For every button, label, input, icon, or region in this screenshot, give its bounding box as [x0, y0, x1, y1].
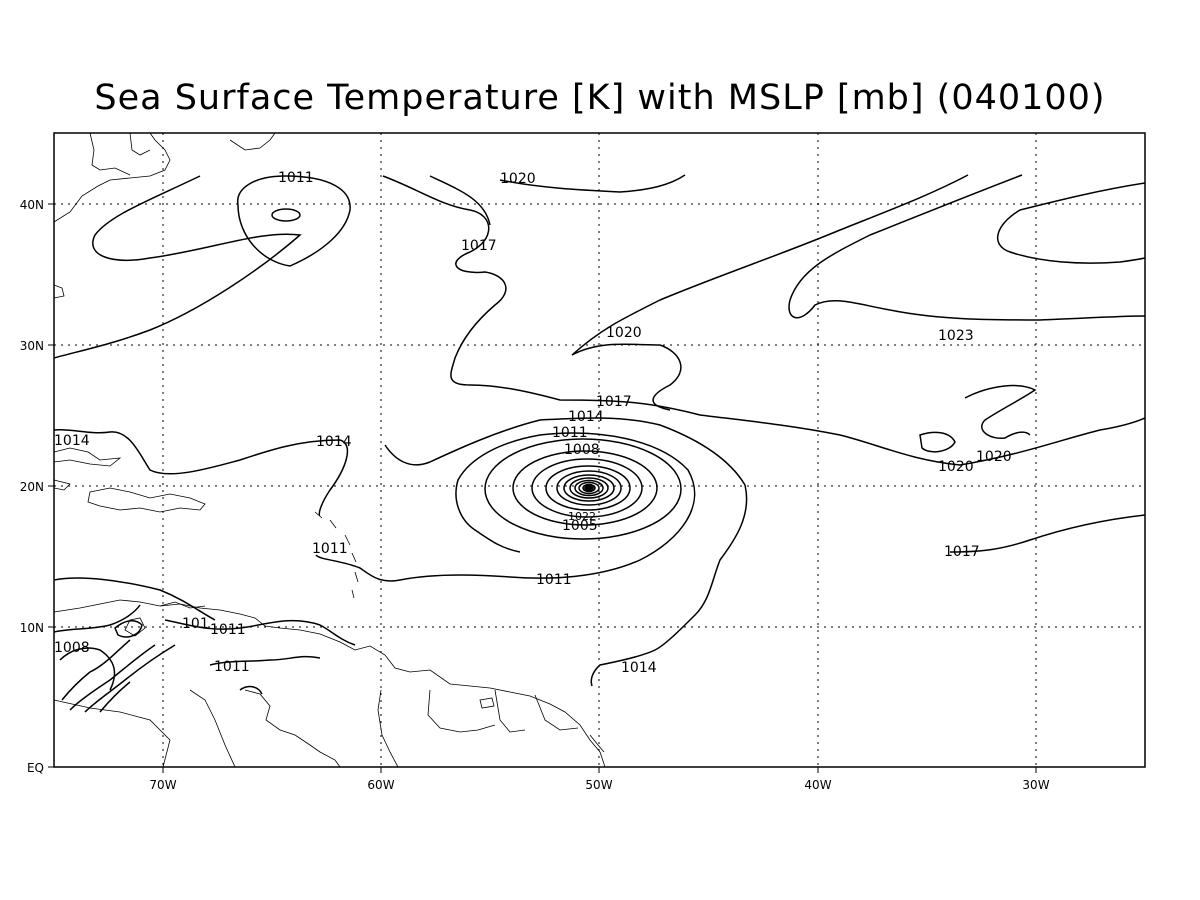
contour-label: 1014 — [54, 433, 90, 449]
contour-label: 1020 — [938, 459, 974, 475]
contour-label: 1011 — [278, 170, 314, 186]
contour-label: 1008 — [564, 442, 600, 458]
map-title: Sea Surface Temperature [K] with MSLP [m… — [94, 78, 1106, 118]
contour-label: 1011 — [536, 572, 572, 588]
contour-label: 1022 — [568, 510, 596, 523]
lon-tick-label: 40W — [804, 778, 831, 792]
contour-label: 1008 — [54, 640, 90, 656]
tick-marks — [48, 203, 1037, 773]
contour-label: 1023 — [938, 328, 974, 344]
lat-tick-label: 20N — [20, 480, 44, 494]
lon-tick-label: 70W — [149, 778, 176, 792]
contour-label: 101 — [182, 616, 209, 632]
contour-label: 1005 — [562, 518, 598, 534]
contour-label: 1020 — [606, 325, 642, 341]
contour-label: 1017 — [461, 238, 497, 254]
contour-label: 1011 — [552, 425, 588, 441]
contour-label: 1014 — [621, 660, 657, 676]
lat-tick-label: 30N — [20, 339, 44, 353]
contour-label: 1017 — [596, 394, 632, 410]
lon-tick-label: 30W — [1022, 778, 1049, 792]
contour-label: 1017 — [944, 544, 980, 560]
lon-tick-label: 60W — [367, 778, 394, 792]
contour-label: 1011 — [210, 622, 246, 638]
lat-tick-label: 10N — [20, 621, 44, 635]
lat-tick-label: 40N — [20, 198, 44, 212]
contour-label: 1014 — [568, 409, 604, 425]
lat-tick-label: EQ — [27, 761, 44, 775]
pressure-contours — [53, 174, 1146, 713]
storm-center — [584, 485, 594, 491]
contour-label: 1020 — [976, 449, 1012, 465]
contour-labels: 1011 1020 1017 1020 1023 1017 1014 1011 … — [54, 170, 1012, 676]
contour-label: 1011 — [312, 541, 348, 557]
lon-tick-label: 50W — [585, 778, 612, 792]
contour-label: 1020 — [500, 171, 536, 187]
contour-label: 1011 — [214, 659, 250, 675]
coastlines — [53, 132, 606, 768]
contour-label: 1014 — [316, 434, 352, 450]
